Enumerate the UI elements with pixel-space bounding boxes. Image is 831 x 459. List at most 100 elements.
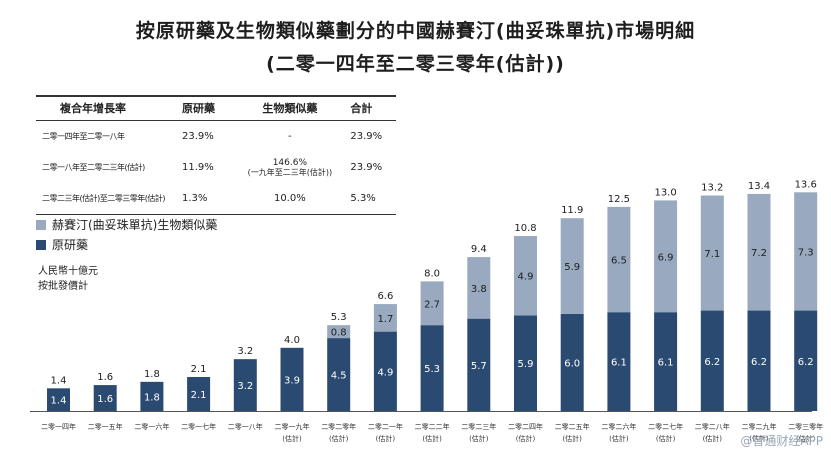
bar-total-label: 4.0 [284,335,300,346]
x-tick-label: 二零一四年 [41,422,76,431]
bar-label-biosimilar: 1.7 [377,314,393,325]
table-row: 二零一八年至二零二三年(估計) 11.9% 146.6% (一九年至二三年(估計… [36,152,396,183]
legend-biosimilar: 赫賽汀(曲妥珠單抗)生物類似藥 [36,216,217,233]
x-tick-label-sub: (估計) [282,434,302,443]
bar-label-originator: 5.3 [424,364,440,375]
bar-label-originator: 1.8 [144,392,160,403]
originator-cagr: 1.3% [182,183,230,215]
legend-swatch-biosimilar [36,219,46,230]
table-row: 二零二三年(估計)至二零三零年(估計) 1.3% 10.0% 5.3% [36,183,396,215]
bar-label-biosimilar: 6.5 [611,256,627,267]
bar-total-label: 5.3 [331,312,347,323]
bar-total-label: 8.0 [424,268,440,279]
bar-total-label: 12.5 [608,194,630,205]
bar-label-originator: 6.2 [798,357,814,368]
bar-originator [794,310,818,411]
bar-originator [93,385,117,411]
biosimilar-cagr: 10.0% [229,183,351,215]
bar-originator [514,315,537,411]
bar-label-originator: 6.2 [704,357,720,368]
bar-label-biosimilar: 5.9 [564,262,580,273]
bar-originator [233,359,257,411]
period-cell: 二零一四年至二零一八年 [42,132,125,141]
bar-total-label: 13.0 [654,187,676,198]
x-tick-label: 二零二五年 [555,422,590,431]
bar-label-biosimilar: 3.8 [471,284,487,295]
bar-total-label: 1.6 [97,372,113,383]
total-cagr: 23.9% [350,162,383,173]
x-tick-label: 二零二二年 [415,422,450,431]
x-tick-label-sub: (估計) [749,434,769,443]
bar-originator [654,312,678,411]
bar-label-biosimilar: 7.2 [751,248,767,259]
legend-label-biosimilar: 赫賽汀(曲妥珠單抗)生物類似藥 [52,218,218,232]
bar-originator [187,376,211,411]
cagr-header: 複合年增長率 [36,95,182,121]
bar-total-label: 13.4 [748,181,770,192]
bar-total-label: 13.6 [795,179,817,190]
bar-originator [747,310,771,411]
bar-biosimilar [700,195,724,311]
legend-label-originator: 原研藥 [52,238,89,252]
x-tick-label: 二零二零年 [321,422,356,431]
bar-biosimilar [373,304,397,332]
bar-biosimilar [327,325,351,339]
bar-label-biosimilar: 4.9 [518,272,534,283]
bar-label-originator: 6.1 [658,358,674,369]
x-tick-label-sub: (估計) [703,434,723,443]
bar-total-label: 9.4 [471,244,487,255]
bar-total-label: 1.4 [51,375,67,386]
x-tick-label: 二零二四年 [508,422,543,431]
watermark: @智通财经APP [740,434,823,448]
bar-label-originator: 1.6 [97,394,113,405]
period-cell: 二零一八年至二零二三年(估計) [42,163,145,172]
x-tick-label: 二零一六年 [134,422,169,431]
bar-label-originator: 1.4 [51,396,67,407]
bar-label-biosimilar: 2.7 [424,299,440,310]
period-cell: 二零二三年(估計)至二零三零年(估計) [36,183,182,215]
x-tick-label-sub: (估計) [469,434,489,443]
legend-originator: 原研藥 [36,236,88,253]
bar-label-originator: 5.9 [518,359,534,370]
bar-label-biosimilar: 7.3 [798,247,814,258]
bar-label-originator: 6.2 [751,357,767,368]
bar-label-originator: 2.1 [191,390,207,401]
bar-total-label: 6.6 [377,291,393,302]
x-tick-label: 二零一五年 [88,422,123,431]
originator-cagr: 23.9% [182,131,214,142]
unit-line-currency: 人民幣十億元 [38,266,98,277]
x-tick-label-sub: (估計) [609,434,629,443]
legend-swatch-originator [36,239,46,250]
bar-originator [700,310,724,411]
originator-header: 原研藥 [182,95,230,121]
bar-label-biosimilar: 7.1 [704,249,720,260]
bar-originator [373,331,397,411]
table-row: 二零一四年至二零一八年 23.9% - 23.9% [36,121,396,153]
x-tick-label: 二零二九年 [742,422,777,431]
bar-biosimilar [747,193,771,311]
x-tick-label: 二零二六年 [601,422,636,431]
bar-total-label: 13.2 [701,183,723,194]
bar-label-originator: 3.2 [237,381,253,392]
bar-biosimilar [420,281,444,326]
total-cagr: 23.9% [350,131,383,142]
bar-biosimilar [514,236,537,316]
bar-biosimilar [654,200,678,313]
total-header: 合計 [350,95,396,121]
bar-originator [47,388,70,411]
bar-total-label: 3.2 [237,346,253,357]
bar-originator [280,347,304,411]
biosimilar-cagr: 146.6% [272,157,308,168]
biosimilar-cagr-cell: 146.6% (一九年至二三年(估計)) [229,152,350,183]
bar-label-originator: 3.9 [284,375,300,386]
bar-label-originator: 6.0 [564,358,580,369]
x-tick-label: 二零二八年 [695,422,730,431]
chart-subtitle: (二零一四年至二零三零年(估計)) [266,53,565,75]
bar-total-label: 11.9 [561,205,583,216]
bar-originator [560,313,584,411]
bar-biosimilar [794,192,818,311]
bar-originator [420,325,444,411]
x-tick-label: 二零一九年 [275,422,310,431]
bar-label-biosimilar: 0.8 [331,328,347,339]
